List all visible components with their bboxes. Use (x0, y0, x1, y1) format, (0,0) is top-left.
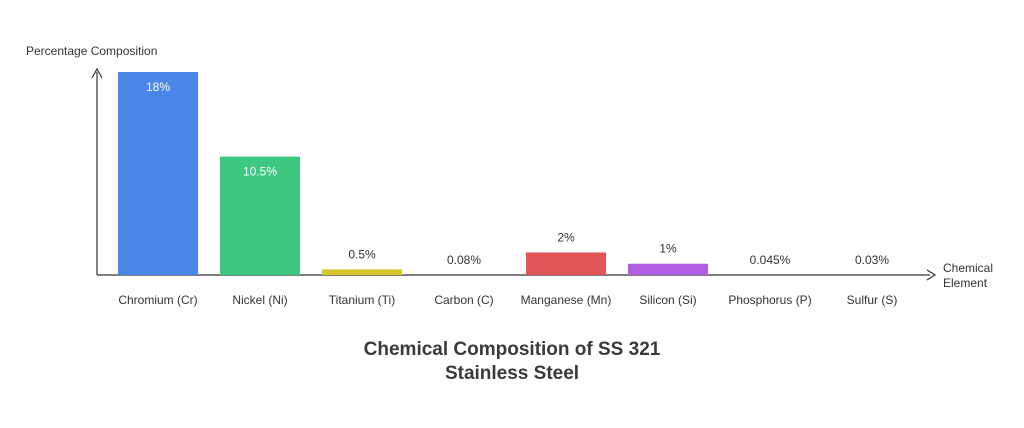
y-axis-arrow-icon (91, 67, 103, 79)
x-axis-label-line-1: Chemical (943, 261, 993, 275)
category-label: Titanium (Ti) (329, 293, 395, 307)
bar-value-label: 0.045% (750, 253, 791, 267)
bar (526, 252, 606, 275)
bar-value-label: 0.03% (855, 253, 889, 267)
category-label: Nickel (Ni) (232, 293, 287, 307)
category-label: Sulfur (S) (847, 293, 898, 307)
x-axis-label-line-2: Element (943, 276, 988, 290)
bar-value-label: 2% (557, 230, 575, 244)
bar (322, 269, 402, 275)
bar (628, 263, 708, 275)
bar (118, 72, 198, 275)
bar-value-label: 18% (146, 80, 170, 94)
category-label: Phosphorus (P) (728, 293, 811, 307)
category-label: Manganese (Mn) (521, 293, 612, 307)
chart-title: Chemical Composition of SS 321 Stainless… (312, 338, 712, 386)
bar-value-label: 0.08% (447, 253, 481, 267)
category-label: Carbon (C) (434, 293, 493, 307)
x-axis-arrow-icon (926, 269, 937, 281)
bar-value-label: 1% (659, 242, 677, 256)
category-label: Chromium (Cr) (118, 293, 197, 307)
bar-value-label: 0.5% (348, 247, 376, 261)
y-axis-label: Percentage Composition (26, 44, 157, 58)
category-label: Silicon (Si) (639, 293, 696, 307)
chart-title-line-2: Stainless Steel (444, 363, 580, 384)
bar (220, 156, 300, 275)
chart-title-line-1: Chemical Composition of SS 321 (363, 339, 661, 360)
bar-value-label: 10.5% (243, 165, 277, 179)
bars-group: 18% Chromium (Cr) 10.5% Nickel (Ni) 0.5% Tita… (118, 72, 897, 307)
